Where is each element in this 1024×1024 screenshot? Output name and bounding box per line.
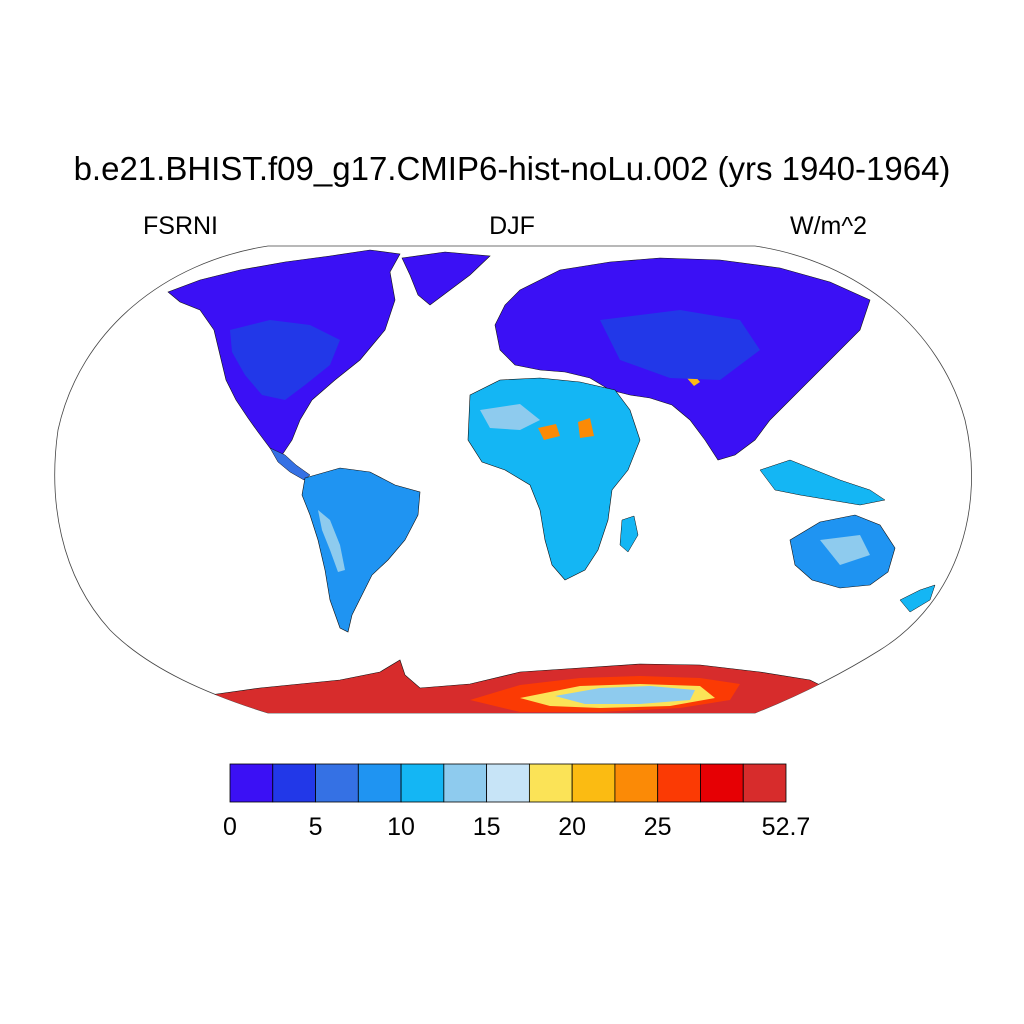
colorbar-swatch — [486, 763, 530, 803]
colorbar-tick-label: 0 — [223, 813, 237, 841]
colorbar-tick-label: 25 — [643, 813, 672, 841]
asia-interior — [600, 310, 760, 380]
north-america-interior — [230, 320, 340, 400]
colorbar-tick-label: 20 — [558, 813, 587, 841]
new-zealand — [899, 584, 936, 613]
map-title: b.e21.BHIST.f09_g17.CMIP6-hist-noLu.002 … — [73, 150, 951, 187]
colorbar-swatch — [571, 763, 616, 803]
sahara-interior — [480, 404, 540, 430]
colorbar-swatch — [742, 763, 787, 803]
colorbar — [229, 763, 787, 803]
colorbar-swatch — [614, 763, 659, 803]
colorbar-tick-label: 15 — [472, 813, 501, 841]
season-label: DJF — [489, 212, 535, 240]
colorbar-tick-label: 52.7 — [761, 813, 811, 841]
australia-interior — [820, 535, 870, 565]
colorbar-tick-label: 10 — [387, 813, 415, 841]
colorbar-swatch — [700, 763, 744, 803]
madagascar — [619, 515, 639, 553]
colorbar-swatch — [315, 763, 359, 803]
south-america-andes — [318, 510, 345, 572]
colorbar-tick-label: 5 — [308, 813, 323, 841]
colorbar-swatch — [400, 763, 445, 803]
colorbar-swatch — [272, 763, 316, 803]
sahara-hotspot — [538, 418, 594, 440]
south-america-landmass — [301, 467, 421, 633]
variable-label: FSRNI — [143, 212, 218, 240]
units-label: W/m^2 — [790, 212, 868, 240]
colorbar-swatch — [528, 763, 573, 803]
colorbar-swatch — [229, 763, 274, 803]
colorbar-swatch — [357, 763, 402, 803]
colorbar-swatch — [443, 763, 488, 803]
antarctica-plateau — [555, 686, 695, 704]
colorbar-swatch — [657, 763, 701, 803]
southeast-asia-islands — [759, 459, 886, 506]
greenland — [401, 251, 491, 306]
